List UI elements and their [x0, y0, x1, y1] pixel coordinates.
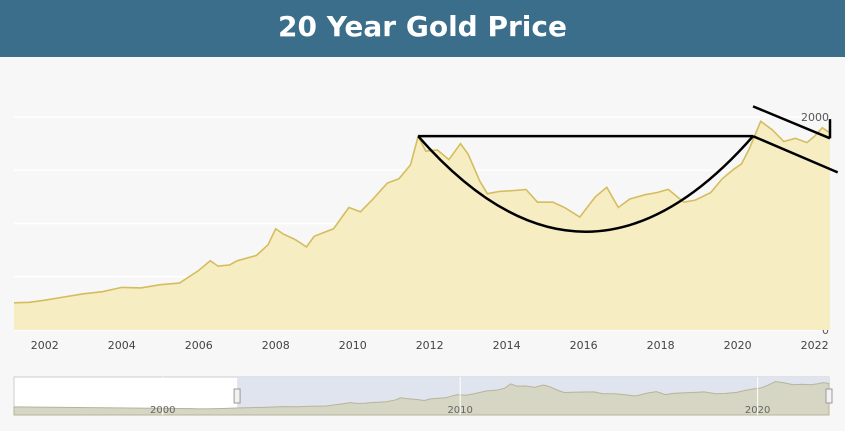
annotation-handle-upper: [752, 105, 831, 140]
x-tick-label: 2016: [570, 339, 598, 352]
x-tick-label: 2022: [801, 339, 829, 352]
navigator-handle-left[interactable]: [233, 388, 241, 404]
series-line: [13, 120, 831, 304]
x-tick-label: 2012: [416, 339, 444, 352]
navigator-tick-label: 2000: [150, 405, 175, 416]
x-tick-label: 2008: [262, 339, 290, 352]
series-area: [14, 121, 830, 330]
x-tick-label: 2010: [339, 339, 367, 352]
navigator-series: [13, 381, 830, 416]
gold-price-chart: 0500100015002000200220042006200820102012…: [13, 77, 839, 416]
y-tick-label: 0: [822, 324, 829, 337]
title-banner: 20 Year Gold Price: [0, 0, 845, 57]
chart-area: 0500100015002000200220042006200820102012…: [0, 57, 845, 431]
x-tick-label: 2002: [31, 339, 59, 352]
y-tick-label: 2000: [801, 111, 829, 124]
x-tick-label: 2014: [493, 339, 521, 352]
x-tick-label: 2018: [647, 339, 675, 352]
x-tick-label: 2004: [108, 339, 136, 352]
navigator-tick-label: 2020: [745, 405, 770, 416]
x-tick-label: 2006: [185, 339, 213, 352]
annotation-handle-lower: [752, 135, 839, 174]
page-title: 20 Year Gold Price: [278, 10, 567, 43]
annotation-cup-curve: [417, 135, 754, 233]
navigator-handle-right[interactable]: [825, 388, 833, 404]
navigator-tick-label: 2010: [447, 405, 472, 416]
x-tick-label: 2020: [724, 339, 752, 352]
